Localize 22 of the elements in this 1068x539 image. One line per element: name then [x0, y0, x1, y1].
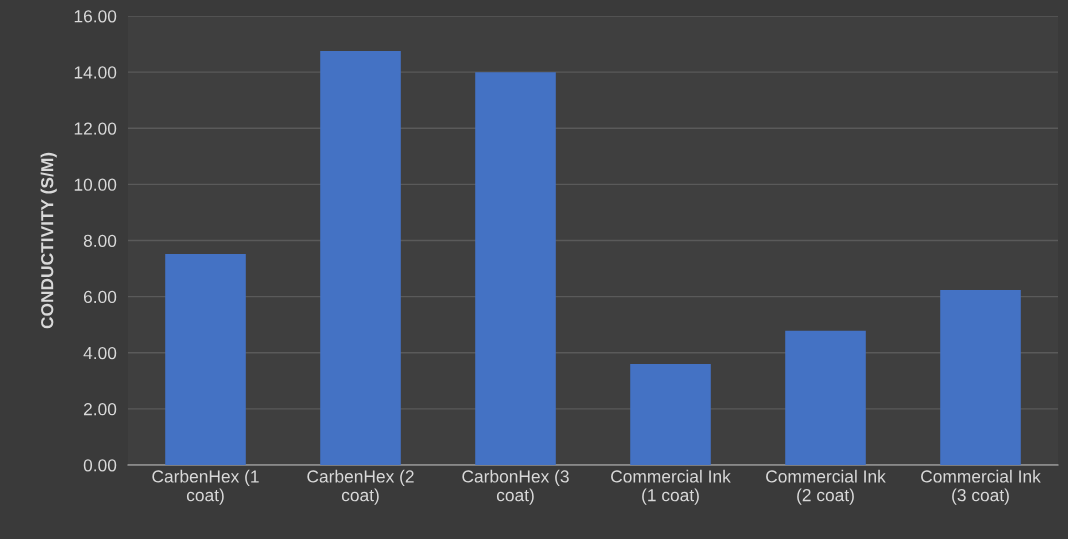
y-axis-title: CONDUCTIVITY (S/M) [40, 152, 57, 329]
y-tick-label: 14.00 [74, 66, 117, 79]
y-tick-label: 10.00 [74, 178, 117, 191]
y-tick-label: 2.00 [83, 403, 117, 416]
x-tick-label: CarbenHex (2 coat) [307, 469, 414, 505]
bar [785, 330, 866, 465]
x-tick-label: CarbenHex (1 coat) [152, 469, 259, 505]
bar [630, 363, 711, 465]
bar [475, 72, 556, 465]
x-tick-label: Commercial Ink (1 coat) [611, 469, 731, 505]
y-tick-label: 8.00 [83, 234, 117, 247]
bar [165, 253, 246, 465]
bar [940, 289, 1021, 465]
y-tick-label: 0.00 [83, 459, 117, 472]
x-tick-label: Commercial Ink (3 coat) [921, 469, 1041, 505]
x-tick-label: CarbonHex (3 coat) [462, 469, 569, 505]
y-tick-label: 4.00 [83, 346, 117, 360]
y-tick-label: 6.00 [83, 290, 117, 304]
x-tick-label: Commercial Ink (2 coat) [766, 469, 886, 505]
bar [320, 51, 401, 465]
y-tick-label: 16.00 [74, 10, 117, 23]
y-tick-label: 12.00 [74, 122, 117, 135]
